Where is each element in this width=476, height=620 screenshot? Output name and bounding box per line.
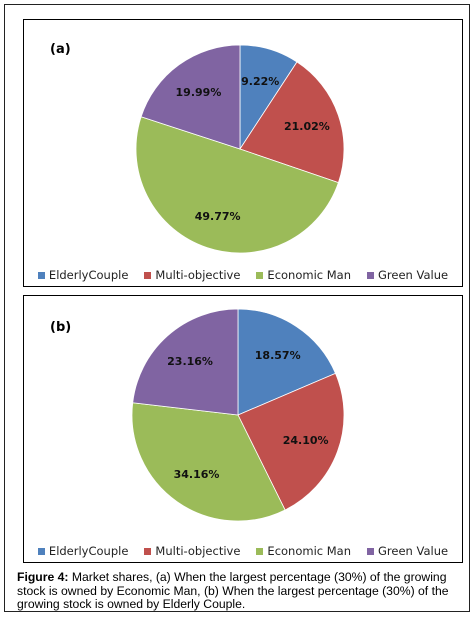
caption-text: Market shares, (a) When the largest perc…: [17, 570, 449, 611]
slice-value-label: 49.77%: [195, 210, 241, 223]
pie-slice-multi-objective: [239, 61, 345, 184]
legend-label: Multi-objective: [155, 268, 241, 282]
pie-chart-a: 9.22% 21.02% 49.77% 19.99%: [135, 44, 345, 254]
legend-label: Economic Man: [267, 544, 352, 558]
slice-value-label: 23.16%: [167, 355, 213, 368]
panel-label-b: (b): [50, 320, 72, 335]
pie-chart-b: 18.57% 24.10% 34.16% 23.16%: [131, 308, 345, 522]
legend-item: Green Value: [367, 544, 448, 558]
legend-swatch: [37, 547, 45, 555]
figure-frame: (a) 9.22% 21.02% 49.77% 19.99% ElderlyCoupl…: [4, 4, 470, 612]
legend-item: Economic Man: [256, 544, 351, 558]
figure-caption: Figure 4: Market shares, (a) When the la…: [17, 570, 469, 612]
pie-panel-a: (a) 9.22% 21.02% 49.77% 19.99% ElderlyCoupl…: [23, 19, 463, 287]
legend-label: ElderlyCouple: [48, 544, 129, 558]
legend-label: Multi-objective: [155, 544, 241, 558]
legend-item: Multi-objective: [144, 268, 240, 282]
slice-value-label: 18.57%: [255, 349, 301, 362]
legend-label: Green Value: [378, 544, 449, 558]
pie-slice-economic-man: [135, 116, 339, 254]
legend-swatch: [367, 547, 375, 555]
slice-value-label: 9.22%: [241, 75, 279, 88]
slice-value-label: 21.02%: [284, 120, 330, 133]
slice-value-label: 19.99%: [176, 86, 222, 99]
slice-value-label: 24.10%: [283, 434, 329, 447]
legend-swatch: [256, 547, 264, 555]
pie-slice-green-value: [132, 308, 239, 416]
legend-swatch: [144, 547, 152, 555]
legend-item: Green Value: [367, 268, 448, 282]
legend-item: ElderlyCouple: [37, 544, 129, 558]
legend-b: ElderlyCouple Multi-objective Economic Man…: [24, 544, 462, 558]
slice-value-label: 34.16%: [174, 468, 220, 481]
pie-slice-multi-objective: [237, 372, 345, 511]
legend-label: Economic Man: [267, 268, 352, 282]
legend-a: ElderlyCouple Multi-objective Economic Man…: [24, 268, 462, 282]
legend-swatch: [37, 271, 45, 279]
panel-label-a: (a): [50, 42, 71, 57]
legend-swatch: [256, 271, 264, 279]
legend-label: Green Value: [378, 268, 449, 282]
pie-slice-economic-man: [131, 402, 286, 522]
legend-item: Multi-objective: [144, 544, 240, 558]
legend-label: ElderlyCouple: [48, 268, 129, 282]
pie-slice-elderlycouple: [237, 308, 336, 416]
legend-item: ElderlyCouple: [37, 268, 129, 282]
legend-swatch: [144, 271, 152, 279]
caption-lead: Figure 4:: [17, 570, 69, 584]
legend-item: Economic Man: [256, 268, 351, 282]
pie-panel-b: (b) 18.57% 24.10% 34.16% 23.16% ElderlyCoup…: [23, 295, 463, 563]
legend-swatch: [367, 271, 375, 279]
pie-slice-green-value: [140, 44, 241, 150]
